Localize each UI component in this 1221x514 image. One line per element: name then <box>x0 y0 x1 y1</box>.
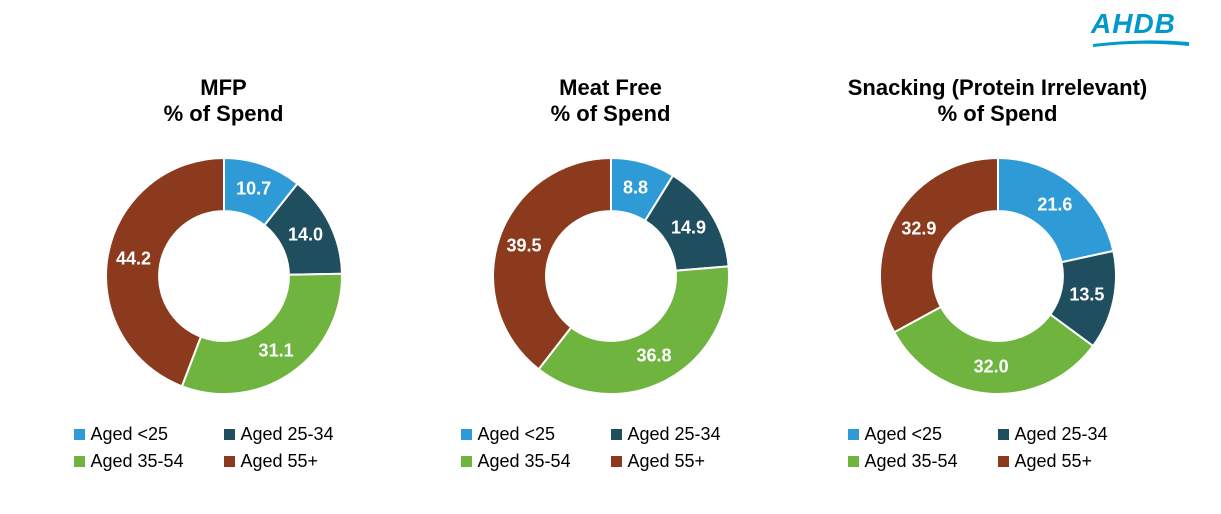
legend-item: Aged <25 <box>74 424 224 445</box>
legend-label: Aged 35-54 <box>91 451 184 472</box>
legend-label: Aged <25 <box>478 424 556 445</box>
chart-snacking: Snacking (Protein Irrelevant) % of Spend… <box>818 75 1178 478</box>
legend-item: Aged 25-34 <box>224 424 374 445</box>
legend-label: Aged 25-34 <box>628 424 721 445</box>
logo-swoosh-icon <box>1091 38 1191 48</box>
logo-text: AHDB <box>1091 8 1176 39</box>
legend-swatch <box>611 429 622 440</box>
legend-swatch <box>848 429 859 440</box>
charts-row: MFP % of Spend 10.714.031.144.2 Aged <25… <box>0 75 1221 478</box>
legend-label: Aged <25 <box>865 424 943 445</box>
legend-swatch <box>461 456 472 467</box>
legend-label: Aged <25 <box>91 424 169 445</box>
legend-item: Aged 25-34 <box>611 424 761 445</box>
legend-item: Aged 55+ <box>224 451 374 472</box>
donut-slice <box>181 274 341 394</box>
legend-item: Aged <25 <box>848 424 998 445</box>
legend-swatch <box>74 456 85 467</box>
donut-slice <box>880 158 998 332</box>
legend-label: Aged 55+ <box>628 451 706 472</box>
legend: Aged <25 Aged 25-34 Aged 35-54 Aged 55+ <box>848 424 1148 478</box>
legend-swatch <box>224 456 235 467</box>
legend-item: Aged 25-34 <box>998 424 1148 445</box>
donut-slice <box>998 158 1113 262</box>
legend-swatch <box>461 429 472 440</box>
legend: Aged <25 Aged 25-34 Aged 35-54 Aged 55+ <box>461 424 761 478</box>
chart-title: MFP % of Spend <box>164 75 284 128</box>
legend-label: Aged 25-34 <box>1015 424 1108 445</box>
brand-logo: AHDB <box>1091 8 1191 48</box>
legend-item: Aged 35-54 <box>461 451 611 472</box>
legend-item: Aged 55+ <box>998 451 1148 472</box>
chart-mfp: MFP % of Spend 10.714.031.144.2 Aged <25… <box>44 75 404 478</box>
legend-label: Aged 55+ <box>1015 451 1093 472</box>
legend-item: Aged 35-54 <box>74 451 224 472</box>
legend-swatch <box>611 456 622 467</box>
legend-swatch <box>74 429 85 440</box>
legend-label: Aged 35-54 <box>478 451 571 472</box>
donut-chart: 8.814.936.839.5 <box>481 146 741 406</box>
legend-label: Aged 55+ <box>241 451 319 472</box>
legend-label: Aged 25-34 <box>241 424 334 445</box>
chart-title: Meat Free % of Spend <box>551 75 671 128</box>
legend-label: Aged 35-54 <box>865 451 958 472</box>
chart-meatfree: Meat Free % of Spend 8.814.936.839.5 Age… <box>431 75 791 478</box>
legend-item: Aged <25 <box>461 424 611 445</box>
donut-chart: 10.714.031.144.2 <box>94 146 354 406</box>
legend-swatch <box>998 456 1009 467</box>
chart-title: Snacking (Protein Irrelevant) % of Spend <box>848 75 1148 128</box>
legend-swatch <box>224 429 235 440</box>
legend-swatch <box>998 429 1009 440</box>
donut-chart: 21.613.532.032.9 <box>868 146 1128 406</box>
legend-swatch <box>848 456 859 467</box>
legend-item: Aged 35-54 <box>848 451 998 472</box>
legend: Aged <25 Aged 25-34 Aged 35-54 Aged 55+ <box>74 424 374 478</box>
legend-item: Aged 55+ <box>611 451 761 472</box>
